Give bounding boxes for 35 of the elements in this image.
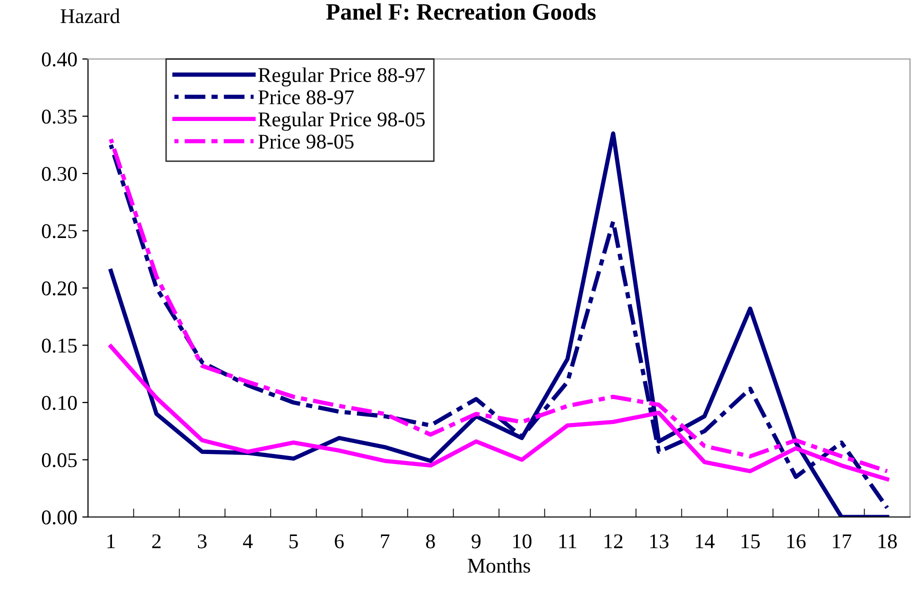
x-tick-label: 2 bbox=[152, 534, 161, 548]
legend-label: Regular Price 98-05 bbox=[258, 112, 425, 131]
y-tick-label: 0.35 bbox=[42, 110, 77, 124]
y-tick-label: 0.20 bbox=[42, 281, 77, 296]
y-tick-label: 0.00 bbox=[42, 510, 77, 525]
y-tick-label: 0.40 bbox=[42, 52, 77, 67]
x-tick-label: 12 bbox=[604, 534, 622, 548]
x-tick-label: 3 bbox=[198, 534, 207, 548]
x-tick-label: 14 bbox=[696, 534, 715, 548]
y-tick-label: 0.05 bbox=[42, 453, 77, 468]
x-tick-label: 17 bbox=[832, 534, 852, 548]
x-tick-label: 13 bbox=[650, 534, 668, 548]
legend-label: Price 88-97 bbox=[258, 90, 354, 104]
x-tick-label: 16 bbox=[787, 534, 806, 548]
y-tick-label: 0.15 bbox=[42, 338, 77, 353]
x-tick-label: 18 bbox=[878, 534, 897, 548]
y-tick-label: 0.25 bbox=[42, 224, 77, 238]
y-axis-title: Hazard bbox=[60, 8, 120, 24]
line-series bbox=[108, 344, 890, 482]
legend-label: Regular Price 88-97 bbox=[258, 67, 425, 86]
x-tick-label: 7 bbox=[381, 534, 390, 548]
x-tick-label: 6 bbox=[334, 534, 344, 548]
x-tick-label: 4 bbox=[243, 534, 253, 548]
y-tick-label: 0.30 bbox=[42, 166, 77, 182]
x-tick-label: 15 bbox=[742, 534, 760, 548]
x-axis-title: Months bbox=[468, 558, 530, 573]
x-tick-label: 9 bbox=[472, 534, 481, 548]
chart-title: Panel F: Recreation Goods bbox=[326, 3, 596, 20]
x-tick-label: 8 bbox=[426, 534, 435, 548]
x-tick-label: 5 bbox=[290, 534, 298, 548]
x-tick-label: 10 bbox=[513, 534, 532, 548]
x-tick-label: 11 bbox=[559, 534, 576, 548]
x-tick-label: 1 bbox=[107, 534, 115, 548]
legend-label: Price 98-05 bbox=[258, 134, 354, 149]
y-tick-label: 0.10 bbox=[42, 396, 77, 410]
